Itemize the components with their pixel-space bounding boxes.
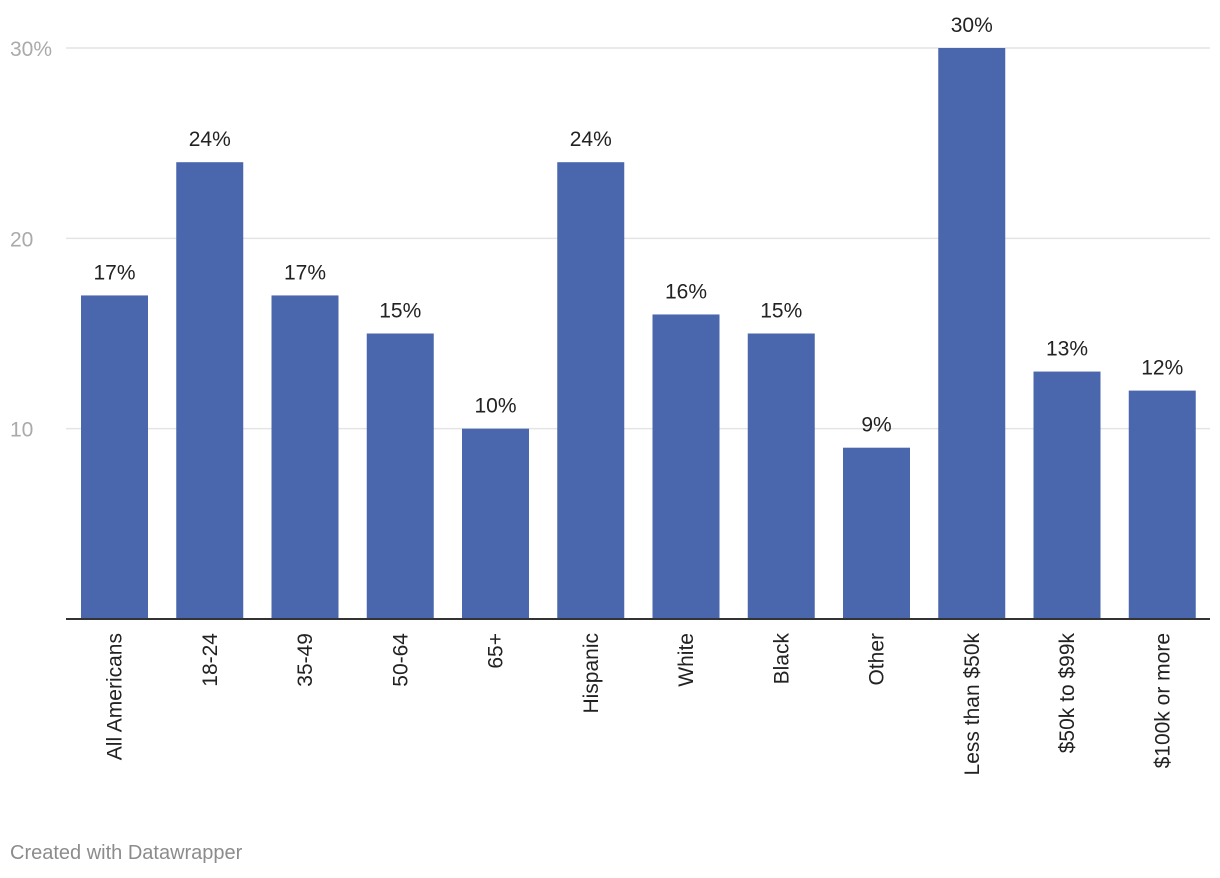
bar-value-label: 15% [379,300,421,323]
bar-value-label: 24% [570,128,612,151]
credit-text: Created with Datawrapper [10,842,243,864]
bars [81,48,1196,619]
bar-value-label: 17% [284,261,326,284]
bar-value-label: 15% [760,300,802,323]
category-label: $50k to $99k [1056,633,1079,754]
bar [652,314,720,619]
bar [176,162,244,619]
bar [271,295,339,619]
category-label: All Americans [104,633,127,760]
bar-value-label: 30% [951,14,993,37]
category-label: Black [770,633,793,685]
bar [81,295,148,619]
bar [366,333,434,619]
bar-value-label: 13% [1046,338,1088,361]
bar-value-label: 10% [474,395,516,418]
bar [747,333,815,619]
bar-value-label: 24% [189,128,231,151]
category-label: 65+ [485,633,508,669]
grid-layer [66,47,1210,430]
category-label: $100k or more [1151,633,1174,768]
category-label: 50-64 [389,633,412,687]
category-label: 35-49 [294,633,317,687]
bar-value-label: 12% [1141,357,1183,380]
bar [843,447,910,619]
category-label: Hispanic [580,633,603,714]
y-tick-label: 30% [10,38,52,61]
bar-value-label: 16% [665,280,707,303]
category-labels: All Americans 18-24 35-49 50-64 65+ Hispanic W… [104,633,1175,776]
category-label: Less than $50k [961,633,984,776]
value-labels: 17% 24% 17% 15% 10% 24% 16% 15% 9% 30% 13% 12% [93,14,1183,437]
bar-value-label: 9% [861,414,891,437]
category-label: 18-24 [199,633,222,687]
bar [938,48,1006,619]
y-axis-ticks: 10 20 30% [10,38,52,442]
y-tick-label: 20 [10,228,33,251]
bar-value-label: 17% [93,261,135,284]
bar [462,428,529,619]
category-label: White [675,633,698,687]
y-tick-label: 10 [10,419,33,442]
bar [1033,371,1101,619]
bar [557,162,625,619]
category-label: Other [866,633,889,686]
bar [1128,390,1196,619]
